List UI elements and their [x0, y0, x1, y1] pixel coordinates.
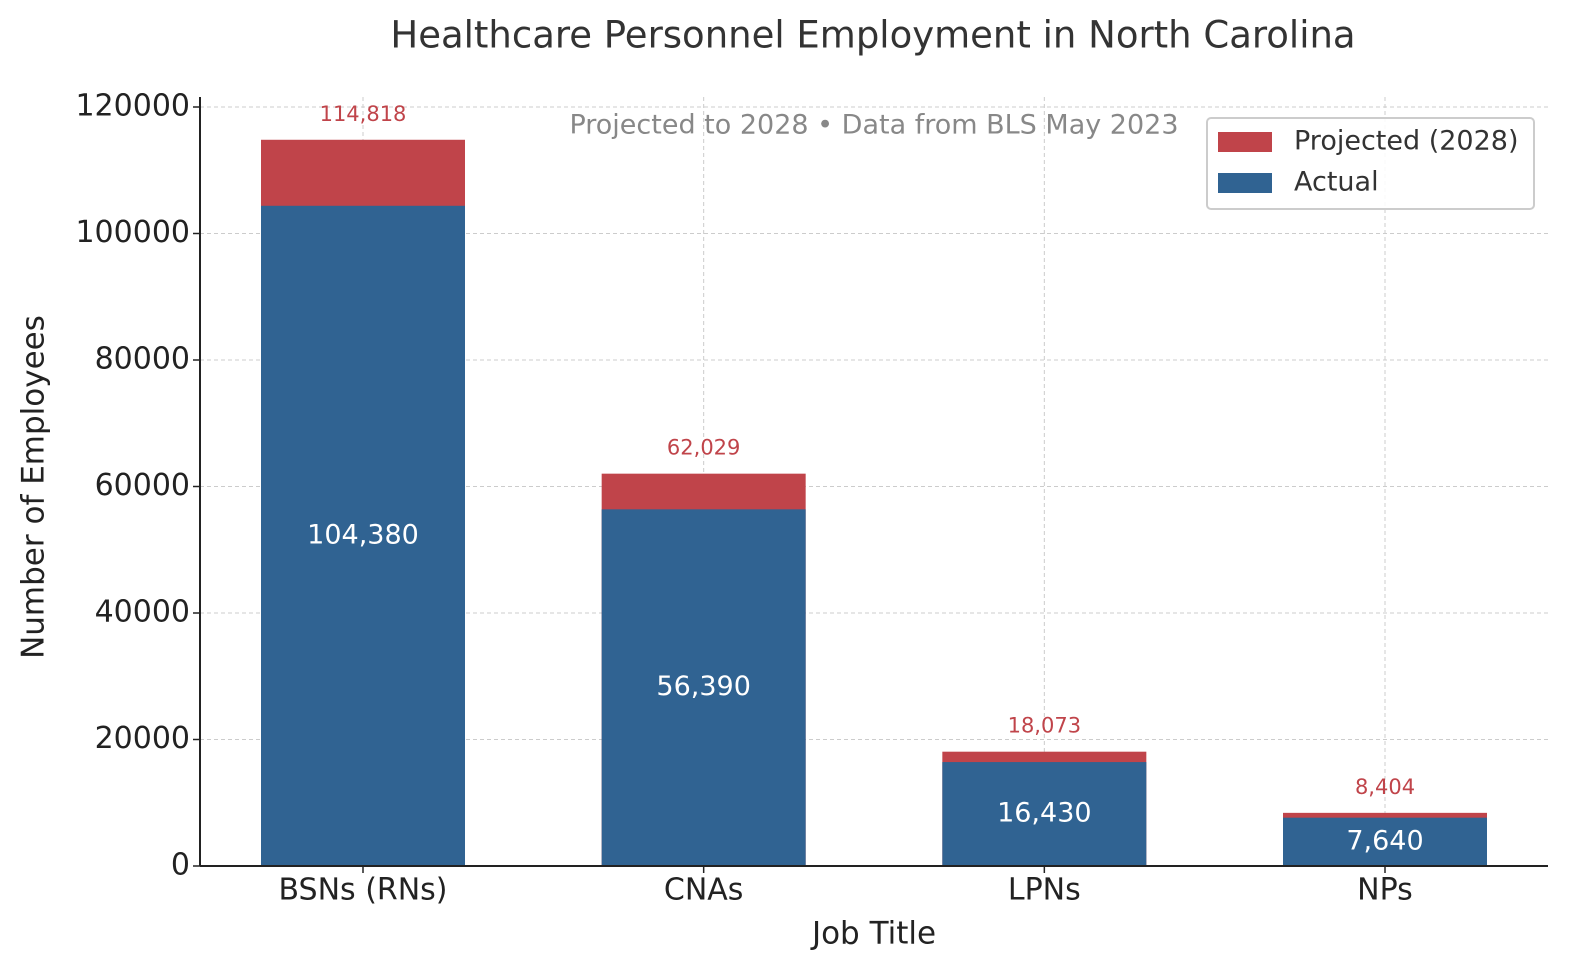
value-label: 62,029	[667, 436, 740, 460]
x-tick-label: LPNs	[1008, 873, 1081, 908]
y-tick-label: 80000	[95, 342, 190, 377]
y-tick-label: 0	[171, 848, 190, 883]
value-label: 18,073	[1008, 714, 1081, 738]
y-tick-label: 40000	[95, 595, 190, 630]
value-label: 8,404	[1355, 775, 1415, 799]
value-label: 7,640	[1346, 825, 1423, 856]
y-tick-label: 120000	[75, 89, 190, 124]
value-label: 104,380	[307, 519, 419, 550]
bar	[942, 762, 1147, 866]
bar	[601, 509, 806, 866]
legend: Projected (2028) Actual	[1206, 117, 1535, 210]
x-tick-label: BSNs (RNs)	[278, 873, 447, 908]
x-tick-label: CNAs	[664, 873, 744, 908]
bar	[261, 205, 465, 866]
y-tick-label: 20000	[95, 721, 190, 756]
x-tick-label: NPs	[1357, 873, 1413, 908]
y-tick-label: 60000	[95, 468, 190, 503]
legend-label: Projected (2028)	[1294, 126, 1519, 157]
y-tick-label: 100000	[75, 215, 190, 250]
value-label: 56,390	[656, 671, 750, 702]
value-label: 114,818	[320, 102, 407, 126]
legend-box	[1206, 117, 1535, 210]
legend-swatch	[1218, 132, 1272, 152]
legend-label: Actual	[1294, 167, 1379, 198]
legend-swatch	[1218, 173, 1272, 193]
bar	[1283, 817, 1487, 866]
value-label: 16,430	[997, 798, 1091, 829]
subtitle: Projected to 2028 • Data from BLS May 20…	[569, 110, 1178, 141]
x-axis-label: Job Title	[810, 916, 936, 952]
y-axis-label: Number of Employees	[16, 315, 52, 659]
chart-title: Healthcare Personnel Employment in North…	[390, 14, 1355, 57]
